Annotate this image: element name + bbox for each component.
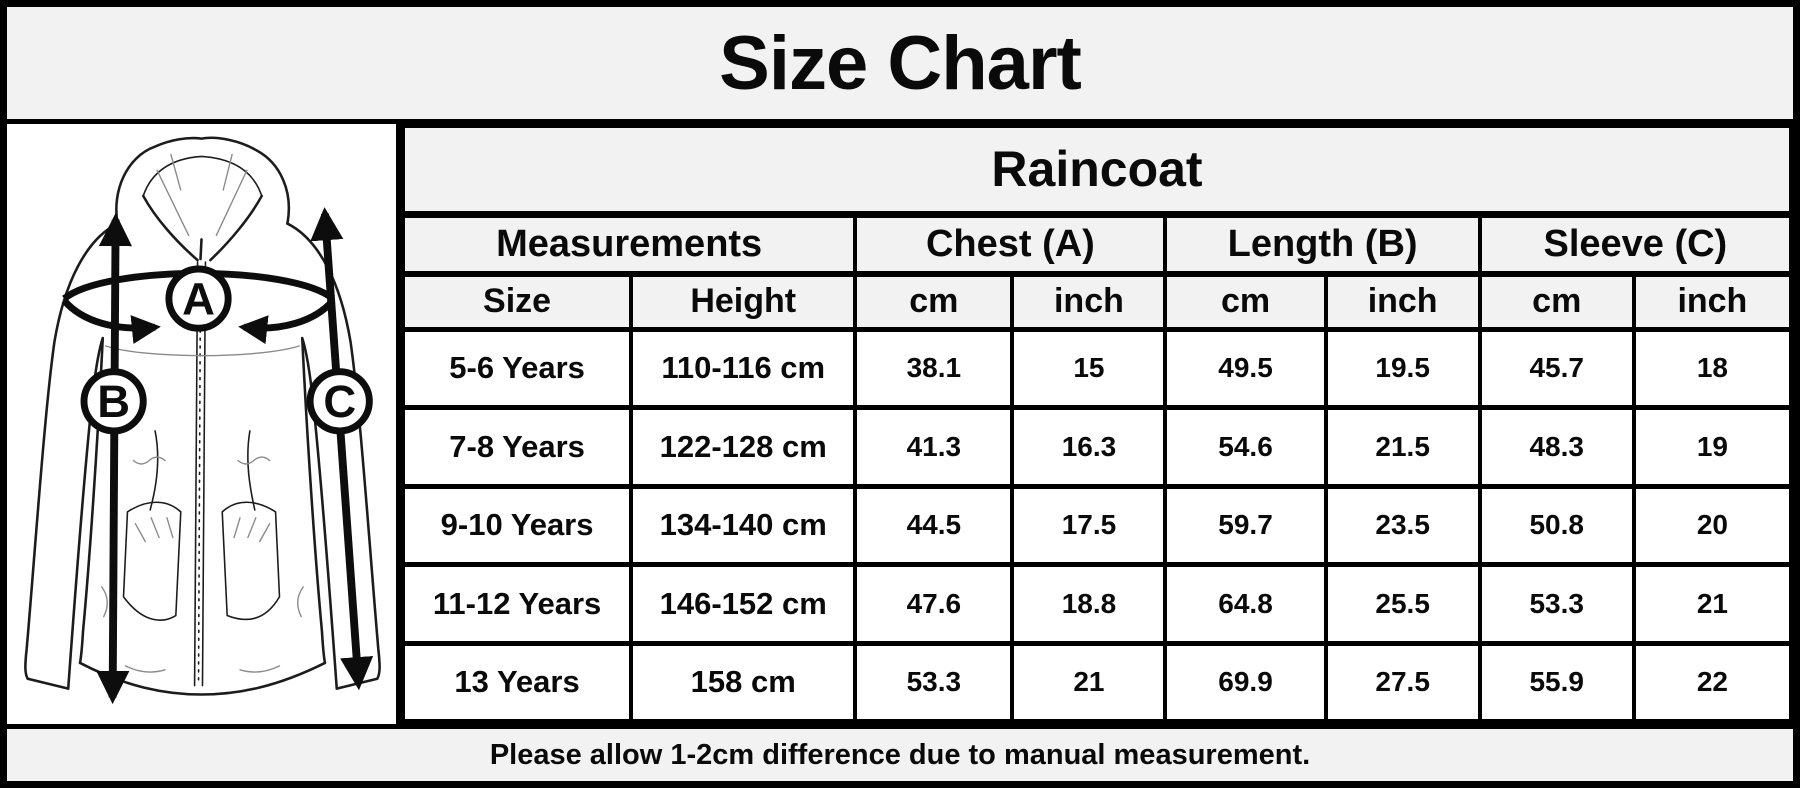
title-band: Size Chart	[7, 7, 1793, 124]
size-table-body: 5-6 Years 110-116 cm 38.1 15 49.5 19.5 45.7 18 7…	[400, 326, 1794, 724]
value-cell: 16.3	[1010, 405, 1168, 489]
waist-gathers	[132, 456, 271, 465]
height-cell: 134-140 cm	[629, 483, 858, 567]
group-header-sleeve: Sleeve (C)	[1477, 212, 1794, 277]
zipper-teeth	[197, 266, 202, 683]
right-pocket	[221, 501, 281, 621]
left-cuff	[26, 677, 70, 690]
value-cell: 64.8	[1163, 562, 1328, 646]
hood-rim	[142, 155, 263, 197]
value-cell: 27.5	[1323, 640, 1482, 724]
value-cell: 18	[1631, 326, 1794, 410]
chest-badge-letter: A	[182, 273, 215, 324]
size-table: Raincoat Measurements Chest (A) Length (…	[400, 124, 1794, 724]
group-header-row: Measurements Chest (A) Length (B) Sleeve…	[400, 212, 1794, 277]
group-header-chest: Chest (A)	[853, 212, 1168, 277]
height-cell: 122-128 cm	[629, 405, 858, 489]
value-cell: 55.9	[1477, 640, 1636, 724]
value-cell: 21	[1631, 562, 1794, 646]
subheader-chest-inch: inch	[1010, 272, 1168, 332]
subheader-height: Height	[629, 272, 858, 332]
subheader-size: Size	[400, 272, 634, 332]
value-cell: 21	[1010, 640, 1168, 724]
table-row: 7-8 Years 122-128 cm 41.3 16.3 54.6 21.5 48.3 1…	[400, 405, 1794, 489]
drawcords	[149, 430, 256, 511]
chest-badge-circle	[165, 265, 232, 332]
raincoat-sketch: A B C	[24, 136, 381, 705]
size-cell: 9-10 Years	[400, 483, 634, 567]
value-cell: 47.6	[853, 562, 1015, 646]
table-row: 13 Years 158 cm 53.3 21 69.9 27.5 55.9 22	[400, 640, 1794, 724]
value-cell: 19	[1631, 405, 1794, 489]
table-row: 5-6 Years 110-116 cm 38.1 15 49.5 19.5 45.7 18	[400, 326, 1794, 410]
value-cell: 15	[1010, 326, 1168, 410]
product-header: Raincoat	[401, 124, 1793, 218]
note-band: Please allow 1-2cm difference due to man…	[7, 724, 1793, 781]
value-cell: 49.5	[1163, 326, 1328, 410]
page-title: Size Chart	[719, 20, 1082, 106]
value-cell: 38.1	[853, 326, 1015, 410]
length-badge-circle	[80, 368, 147, 435]
value-cell: 45.7	[1477, 326, 1636, 410]
value-cell: 20	[1631, 483, 1794, 567]
value-cell: 41.3	[853, 405, 1015, 489]
table-row: 9-10 Years 134-140 cm 44.5 17.5 59.7 23.5 50.8…	[400, 483, 1794, 567]
value-cell: 53.3	[1477, 562, 1636, 646]
zipper-lines	[193, 261, 207, 687]
subheader-length-cm: cm	[1163, 272, 1328, 332]
subheader-sleeve-inch: inch	[1631, 272, 1794, 332]
size-cell: 13 Years	[400, 640, 634, 724]
hood-outline	[115, 136, 291, 225]
size-table-panel: Raincoat Measurements Chest (A) Length (…	[400, 124, 1794, 724]
length-badge-letter: B	[97, 376, 130, 427]
value-cell: 17.5	[1010, 483, 1168, 567]
group-header-measurements: Measurements	[400, 212, 858, 277]
length-arrow	[96, 212, 133, 705]
size-cell: 5-6 Years	[400, 326, 634, 410]
chest-seam	[105, 345, 300, 357]
value-cell: 48.3	[1477, 405, 1636, 489]
garment-diagram-panel: A B C	[7, 124, 401, 724]
zipper-pull	[199, 238, 203, 261]
chest-arrow-right	[238, 298, 336, 345]
value-cell: 44.5	[853, 483, 1015, 567]
height-cell: 158 cm	[629, 640, 858, 724]
value-cell: 25.5	[1323, 562, 1482, 646]
subheader-chest-cm: cm	[853, 272, 1015, 332]
main-area: A B C Raincoat	[7, 124, 1794, 724]
sleeve-badge-letter: C	[323, 376, 356, 427]
sleeve-arrow	[310, 207, 374, 691]
value-cell: 22	[1631, 640, 1794, 724]
value-cell: 54.6	[1163, 405, 1328, 489]
table-row: 11-12 Years 146-152 cm 47.6 18.8 64.8 25.5 53.…	[400, 562, 1794, 646]
value-cell: 21.5	[1323, 405, 1482, 489]
value-cell: 59.7	[1163, 483, 1328, 567]
height-cell: 146-152 cm	[629, 562, 858, 646]
value-cell: 18.8	[1010, 562, 1168, 646]
product-header-row: Raincoat	[401, 124, 1793, 218]
sleeve-badge-circle	[306, 368, 373, 435]
hood-opening	[141, 194, 264, 262]
measurement-note: Please allow 1-2cm difference due to man…	[489, 738, 1311, 771]
subheader-sleeve-cm: cm	[1477, 272, 1636, 332]
value-cell: 19.5	[1323, 326, 1482, 410]
group-header-length: Length (B)	[1163, 212, 1482, 277]
value-cell: 69.9	[1163, 640, 1328, 724]
subheader-length-inch: inch	[1323, 272, 1482, 332]
hood-folds	[156, 153, 248, 237]
chest-arrow-left	[61, 298, 161, 344]
value-cell: 50.8	[1477, 483, 1636, 567]
left-pocket	[122, 501, 182, 621]
size-cell: 11-12 Years	[400, 562, 634, 646]
sub-header-row: Size Height cm inch cm inch cm inch	[400, 272, 1794, 332]
height-cell: 110-116 cm	[629, 326, 858, 410]
left-sleeve-outer	[24, 222, 119, 681]
size-cell: 7-8 Years	[400, 405, 634, 489]
value-cell: 23.5	[1323, 483, 1482, 567]
value-cell: 53.3	[853, 640, 1015, 724]
